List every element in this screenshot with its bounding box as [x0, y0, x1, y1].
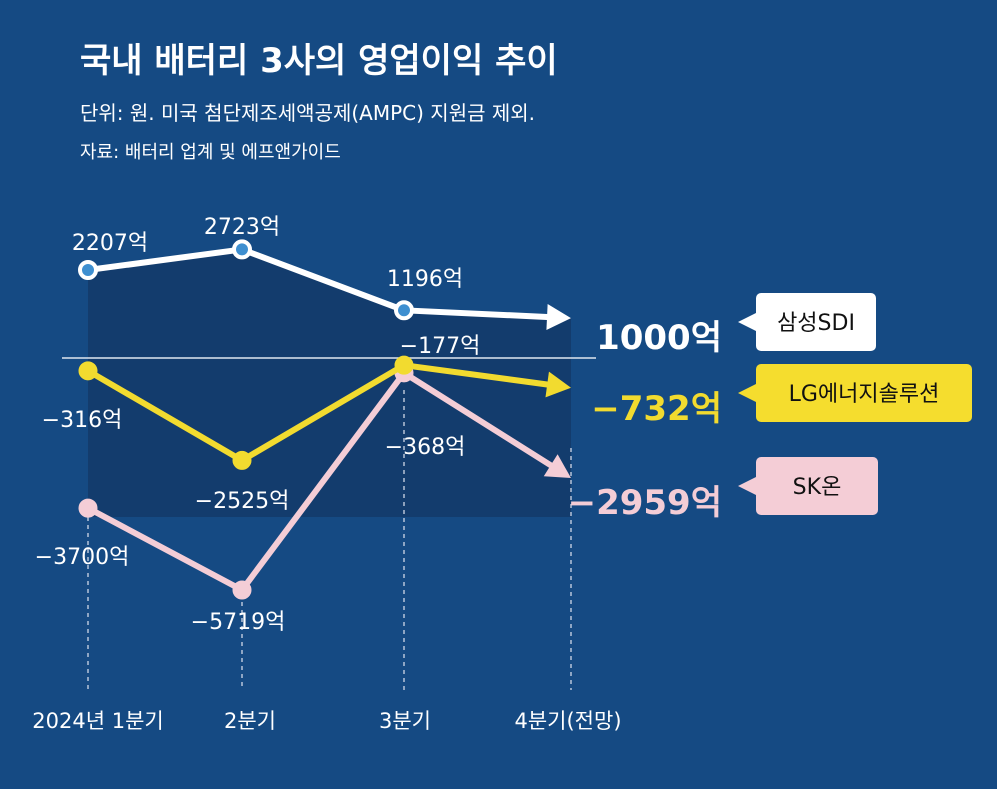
series-name: SK온 — [793, 475, 842, 500]
series-arrow — [546, 304, 571, 330]
end-value-label: −732억 — [591, 389, 722, 429]
series-tag-pointer — [738, 313, 756, 331]
series-tag — [756, 293, 876, 351]
end-value-label: 1000억 — [596, 318, 722, 358]
data-label: −2525억 — [195, 489, 290, 514]
series-tag — [756, 457, 878, 515]
data-label: 1196억 — [387, 267, 463, 292]
data-label: −3700억 — [35, 545, 130, 570]
series-tag — [756, 364, 972, 422]
shaded-area — [88, 249, 571, 517]
series-tag-pointer — [738, 384, 756, 402]
x-tick-label: 3분기 — [379, 709, 431, 733]
plot-area: 2024년 1분기 2분기 3분기 4분기(전망) −3700억 −5719억 −368억 −… — [32, 215, 972, 733]
x-tick-label: 2024년 1분기 — [32, 709, 163, 733]
data-point-ring — [78, 361, 98, 381]
data-point — [78, 260, 98, 280]
series-arrow — [545, 371, 571, 398]
end-value-label: −2959억 — [568, 483, 722, 523]
series-line — [85, 362, 551, 464]
series-tag-pointer — [738, 477, 756, 495]
chart-title: 국내 배터리 3사의 영업이익 추이 — [80, 41, 558, 81]
data-label: 2207억 — [72, 231, 148, 256]
data-point-ring — [394, 355, 414, 375]
x-tick-label: 2분기 — [224, 709, 276, 733]
series-name: 삼성SDI — [777, 311, 855, 336]
data-label: −177억 — [400, 334, 481, 359]
series-line — [85, 369, 554, 593]
x-tick-label: 4분기(전망) — [514, 709, 621, 733]
series-line — [85, 246, 551, 321]
data-point-ring — [232, 450, 252, 470]
data-label: −316억 — [42, 408, 123, 433]
series-arrow — [543, 454, 571, 479]
chart-source: 자료: 배터리 업계 및 에프앤가이드 — [80, 142, 341, 163]
data-label: −368억 — [385, 435, 466, 460]
chart-subtitle: 단위: 원. 미국 첨단제조세액공제(AMPC) 지원금 제외. — [80, 101, 535, 125]
data-point-ring — [78, 498, 98, 518]
data-label: −5719억 — [191, 610, 286, 635]
series-name: LG에너지솔루션 — [789, 382, 940, 407]
data-label: 2723억 — [204, 215, 280, 240]
data-point-ring — [232, 580, 252, 600]
data-point — [394, 300, 414, 321]
data-point — [232, 239, 252, 260]
